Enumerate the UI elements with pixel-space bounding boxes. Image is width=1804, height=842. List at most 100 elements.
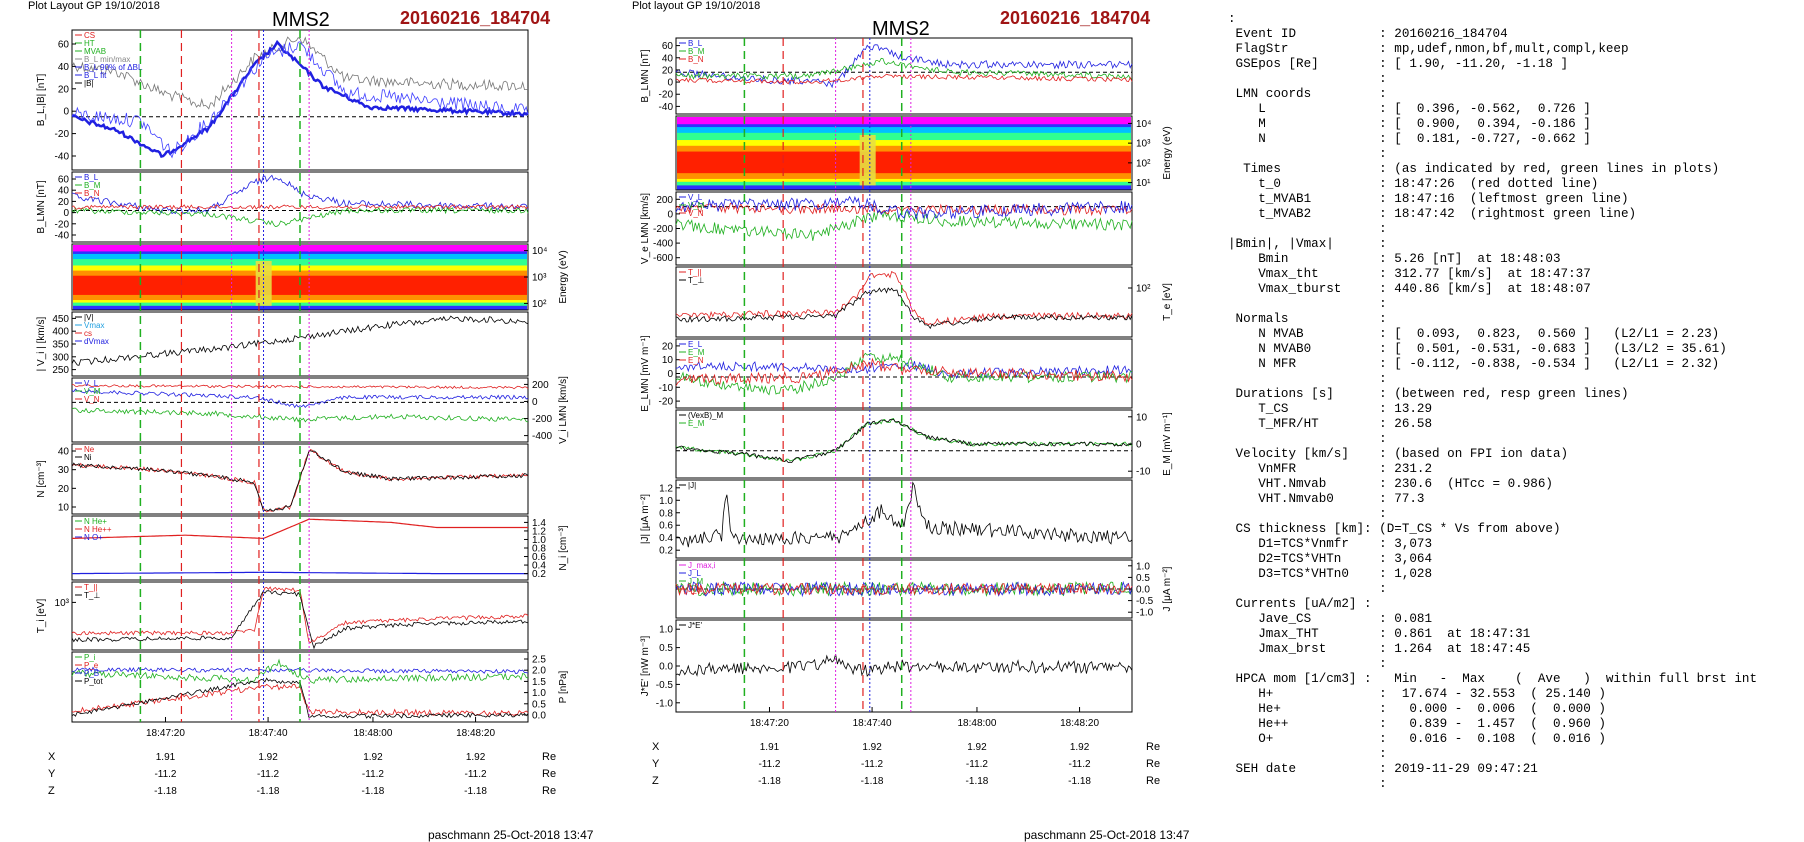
right-y-tick-label: 10²	[532, 299, 547, 310]
y-tick-label: 20	[662, 341, 674, 352]
y-tick-label: 60	[662, 41, 674, 52]
info-line: Vmax_tht : 312.77 [km/s] at 18:47:37	[1228, 267, 1591, 281]
right-y-tick-label: -10	[1136, 467, 1151, 478]
spectrogram-band	[677, 145, 1131, 153]
v-m-line	[675, 210, 1133, 241]
info-line: FlagStr : mp,udef,nmon,bf,mult,compl,kee…	[1228, 42, 1629, 56]
legend-entry: V_N	[84, 395, 100, 404]
info-line: M : [ 0.900, 0.394, -0.186 ]	[1228, 117, 1591, 131]
y-tick-label: 0	[667, 209, 673, 220]
legend-entry: J*E'	[688, 621, 702, 630]
legend-entry: E_M	[688, 348, 705, 357]
spectrogram-band	[677, 185, 1131, 190]
position-row-unit: Re	[542, 785, 556, 797]
position-row-value: -1.18	[154, 786, 177, 797]
position-row-value: -1.18	[966, 776, 989, 787]
y-tick-label: 40	[662, 53, 674, 64]
y-tick-label: 450	[52, 314, 69, 325]
spectrogram-band	[677, 151, 1131, 174]
b-l-raw-line	[71, 41, 529, 159]
legend-entry: B_L fit	[84, 71, 107, 80]
info-line: :	[1228, 507, 1387, 521]
info-line: N : [ 0.181, -0.727, -0.662 ]	[1228, 132, 1591, 146]
position-row-value: 1.91	[760, 742, 780, 753]
b-n-line	[675, 73, 1133, 85]
right-y-axis-label: T_e [eV]	[1162, 283, 1173, 321]
legend-entry: B_N	[688, 55, 704, 64]
position-row-label: Y	[652, 758, 660, 770]
legend-entry: V_L	[84, 379, 99, 388]
y-tick-label: -40	[55, 152, 70, 163]
legend-entry: B_M	[688, 47, 705, 56]
legend-entry: |J|	[688, 481, 696, 490]
y-axis-label: J*E' [nW m⁻³]	[640, 636, 651, 697]
panel-frame	[675, 338, 1133, 409]
position-row-value: -11.2	[861, 759, 883, 770]
b-n-line	[71, 203, 529, 210]
y-tick-label: 30	[58, 465, 70, 476]
y-axis-label: V_e LMN [km/s]	[640, 193, 651, 264]
position-row-unit: Re	[1146, 775, 1160, 787]
y-tick-label: 0.4	[659, 533, 673, 544]
right-y-tick-label: 10²	[1136, 158, 1151, 169]
y-tick-label: 1.2	[659, 483, 673, 494]
y-axis-label: |J| [μA m⁻²]	[640, 494, 651, 544]
right-y-tick-label: 0.8	[532, 544, 546, 555]
y-tick-label: 0	[667, 369, 673, 380]
spectrogram-band	[73, 259, 527, 266]
y-tick-label: 0.0	[659, 662, 673, 673]
y-tick-label: 20	[58, 197, 70, 208]
y-tick-label: -40	[659, 102, 674, 113]
vexb-m-line	[675, 418, 1133, 463]
legend-entry: T_||	[688, 268, 702, 277]
t-perp-line	[675, 287, 1133, 330]
n-e-line	[71, 448, 529, 513]
legend-entry: N O+	[84, 533, 103, 542]
j-l-line	[675, 580, 1133, 598]
v-l-line	[675, 195, 1133, 221]
info-line: Currents [uA/m2] :	[1228, 597, 1372, 611]
legend-entry: |V|	[84, 313, 94, 322]
y-tick-label: 20	[58, 484, 70, 495]
right-y-axis-label: P [nPa]	[558, 670, 569, 703]
right-y-axis-label: Energy (eV)	[1162, 126, 1173, 179]
legend-entry: Vmax	[84, 321, 104, 330]
info-line: He++ : 0.839 - 1.457 ( 0.960 )	[1228, 717, 1606, 731]
right-y-tick-label: 10⁴	[532, 246, 547, 257]
right-y-tick-label: 1.0	[532, 688, 546, 699]
legend-entry: J_L	[688, 569, 701, 578]
right-figure-header: Plot layout GP 19/10/2018	[632, 0, 761, 12]
legend-entry: HT	[84, 39, 95, 48]
legend-entry: T_⊥	[688, 276, 704, 285]
legend-entry: J_N	[688, 585, 702, 594]
info-line: D2=TCS*VHTn : 3,064	[1228, 552, 1433, 566]
position-row-value: -11.2	[154, 769, 176, 780]
y-tick-label: 60	[58, 40, 70, 51]
info-line: Velocity [km/s] : (based on FPI ion data…	[1228, 447, 1569, 461]
legend-entry: CS	[84, 31, 95, 40]
y-tick-label: 200	[656, 195, 673, 206]
info-line: D1=TCS*Vnmfr : 3,073	[1228, 537, 1433, 551]
y-tick-label: 10³	[55, 598, 70, 609]
y-tick-label: 20	[662, 65, 674, 76]
spectrogram-band	[73, 300, 527, 304]
spectrogram-band	[677, 181, 1131, 186]
info-line: :	[1228, 12, 1236, 26]
info-line: :	[1228, 297, 1387, 311]
e-m-line	[675, 352, 1133, 396]
info-line: :	[1228, 657, 1387, 671]
right-y-tick-label: -0.5	[1136, 596, 1154, 607]
legend-entry: B_M	[84, 181, 101, 190]
info-line: :	[1228, 432, 1387, 446]
j-dot-e-line	[675, 653, 1133, 677]
info-line: Event ID : 20160216_184704	[1228, 27, 1508, 41]
left-figure-title: MMS2	[272, 9, 330, 31]
info-line: N MFR : [ -0.112, -0.838, -0.534 ] (L2/L…	[1228, 357, 1720, 371]
info-line: :	[1228, 582, 1387, 596]
y-tick-label: 0.5	[659, 643, 673, 654]
position-row-unit: Re	[542, 768, 556, 780]
position-row-value: 1.92	[862, 742, 882, 753]
legend-entry: V_L	[688, 193, 703, 202]
position-row-value: -11.2	[362, 769, 384, 780]
